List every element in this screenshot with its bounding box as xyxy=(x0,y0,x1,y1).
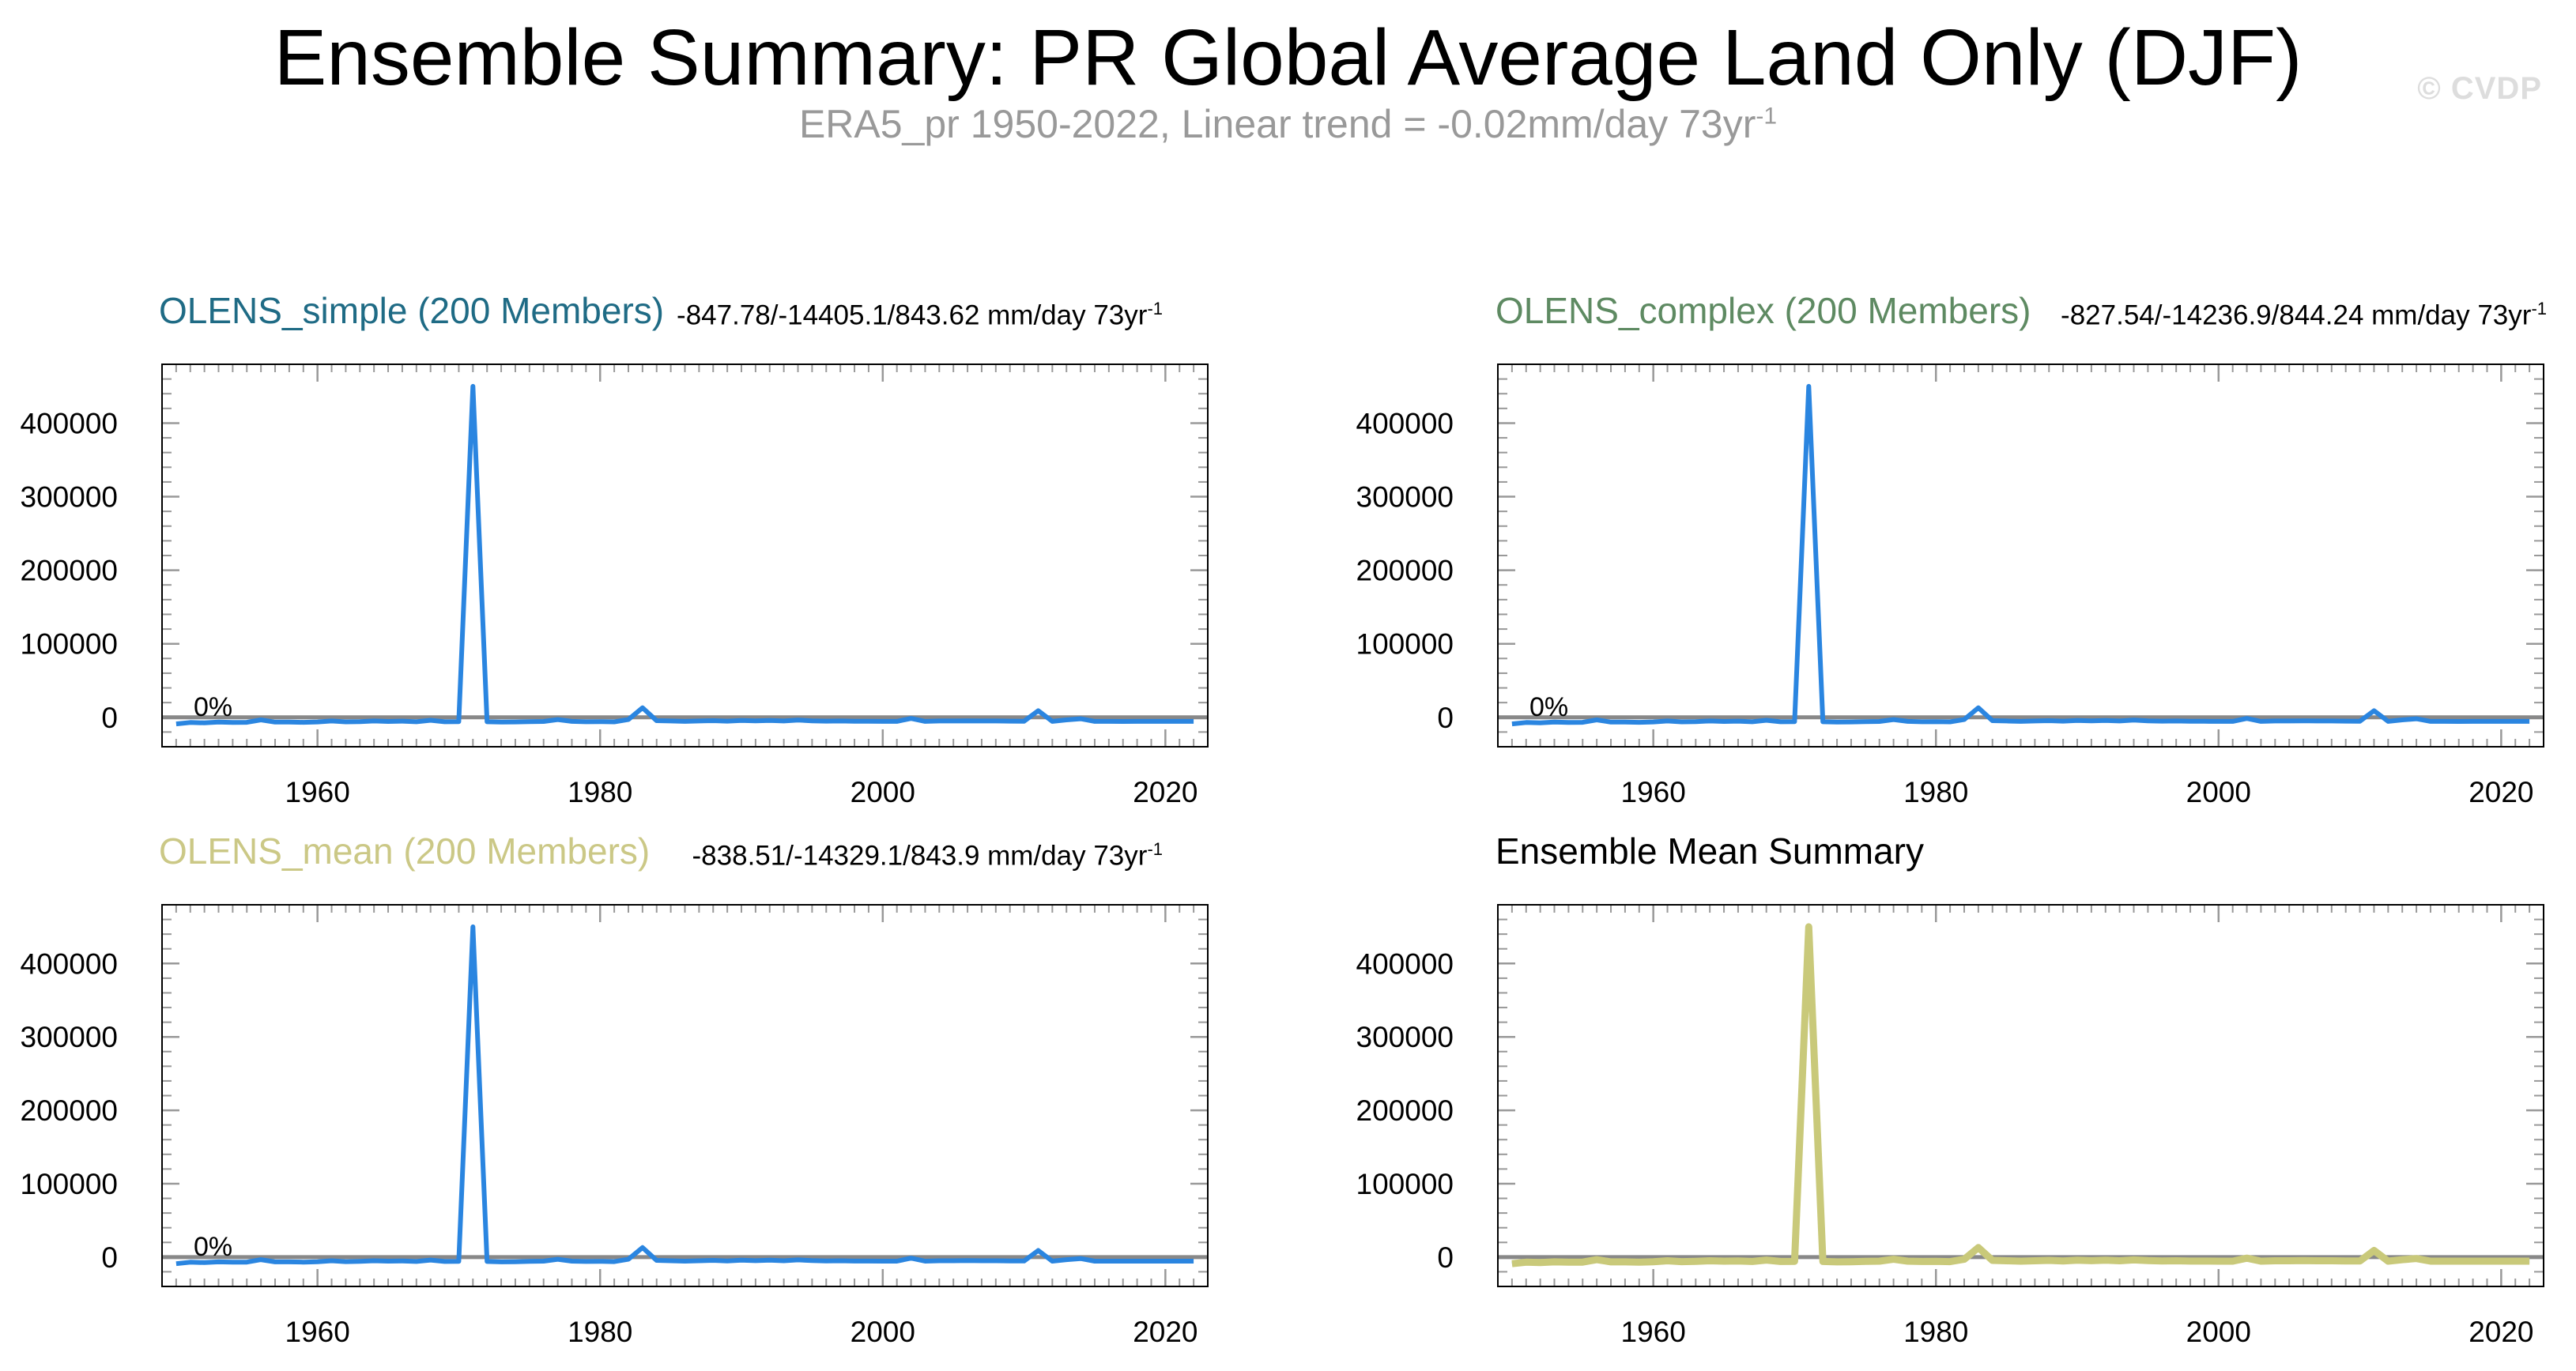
watermark: © CVDP xyxy=(2417,71,2542,106)
plot-frame xyxy=(1497,363,2544,748)
panel-stats-olens-simple: -847.78/-14405.1/843.62 mm/day 73yr-1 xyxy=(677,299,1163,332)
y-tick-label: 100000 xyxy=(21,1168,118,1200)
y-tick-label: 0 xyxy=(101,1241,118,1274)
y-tick-label: 300000 xyxy=(21,481,118,514)
plot-frame xyxy=(1497,904,2544,1287)
series-line-ensemble-mean xyxy=(1511,923,2530,1267)
plot-frame xyxy=(161,904,1209,1287)
panel-stats-olens-complex: -827.54/-14236.9/844.24 mm/day 73yr-1 xyxy=(2061,299,2547,332)
panel-stats-text: -847.78/-14405.1/843.62 mm/day 73yr xyxy=(677,299,1148,331)
y-tick-label: 0 xyxy=(1437,1241,1454,1274)
x-tick-label: 2000 xyxy=(850,776,915,808)
y-tick-label: 400000 xyxy=(21,947,118,980)
y-tick-label: 100000 xyxy=(1356,628,1454,661)
y-tick-label: 200000 xyxy=(1356,555,1454,587)
plot-frame xyxy=(161,363,1209,748)
series-line-obs xyxy=(1511,925,2530,1266)
y-tick-label: 300000 xyxy=(21,1021,118,1053)
subtitle-text: ERA5_pr 1950-2022, Linear trend = -0.02m… xyxy=(798,102,1756,146)
x-tick-label: 1960 xyxy=(1621,1316,1686,1348)
y-tick-label: 100000 xyxy=(1356,1168,1454,1200)
percent-label: 0% xyxy=(1529,692,1568,722)
x-tick-label: 1960 xyxy=(285,1316,350,1348)
panel-stats-superscript: -1 xyxy=(1147,839,1163,859)
panel-title-olens-simple: OLENS_simple (200 Members) xyxy=(159,290,665,331)
panel-stats-superscript: -1 xyxy=(1147,299,1163,318)
figure-subtitle: ERA5_pr 1950-2022, Linear trend = -0.02m… xyxy=(0,101,2576,147)
x-tick-label: 1980 xyxy=(568,1316,632,1348)
x-tick-label: 1980 xyxy=(1903,776,1968,808)
x-tick-label: 2000 xyxy=(2186,776,2251,808)
y-tick-label: 100000 xyxy=(21,628,118,661)
y-tick-label: 0 xyxy=(1437,702,1454,734)
panel-stats-text: -827.54/-14236.9/844.24 mm/day 73yr xyxy=(2061,299,2532,331)
panel-stats-text: -838.51/-14329.1/843.9 mm/day 73yr xyxy=(692,840,1148,872)
y-tick-label: 300000 xyxy=(1356,481,1454,514)
y-tick-label: 0 xyxy=(101,702,118,734)
y-tick-label: 400000 xyxy=(21,407,118,439)
y-tick-label: 400000 xyxy=(1356,407,1454,439)
y-tick-label: 300000 xyxy=(1356,1021,1454,1053)
x-tick-label: 2000 xyxy=(2186,1316,2251,1348)
x-tick-label: 2020 xyxy=(1133,1316,1197,1348)
series-line xyxy=(175,924,1194,1267)
series-line xyxy=(1511,383,2530,727)
x-tick-label: 2000 xyxy=(850,1316,915,1348)
x-tick-label: 1980 xyxy=(1903,1316,1968,1348)
y-tick-label: 400000 xyxy=(1356,947,1454,980)
y-tick-label: 200000 xyxy=(21,555,118,587)
y-tick-label: 200000 xyxy=(21,1094,118,1127)
panel-stats-olens-mean: -838.51/-14329.1/843.9 mm/day 73yr-1 xyxy=(692,839,1163,872)
panel-stats-superscript: -1 xyxy=(2531,299,2547,318)
x-tick-label: 2020 xyxy=(2469,776,2533,808)
y-tick-label: 200000 xyxy=(1356,1094,1454,1127)
series-line xyxy=(175,383,1194,727)
x-tick-label: 1960 xyxy=(285,776,350,808)
panel-title-olens-complex: OLENS_complex (200 Members) xyxy=(1495,290,2031,331)
x-tick-label: 2020 xyxy=(1133,776,1197,808)
x-tick-label: 1960 xyxy=(1621,776,1686,808)
percent-label: 0% xyxy=(194,1232,232,1262)
x-tick-label: 1980 xyxy=(568,776,632,808)
subtitle-superscript: -1 xyxy=(1756,103,1778,130)
figure-title: Ensemble Summary: PR Global Average Land… xyxy=(273,13,2303,102)
panel-title-olens-mean: OLENS_mean (200 Members) xyxy=(159,831,651,872)
panel-title-ensemble-mean-summary: Ensemble Mean Summary xyxy=(1495,831,1924,872)
percent-label: 0% xyxy=(194,692,232,722)
x-tick-label: 2020 xyxy=(2469,1316,2533,1348)
